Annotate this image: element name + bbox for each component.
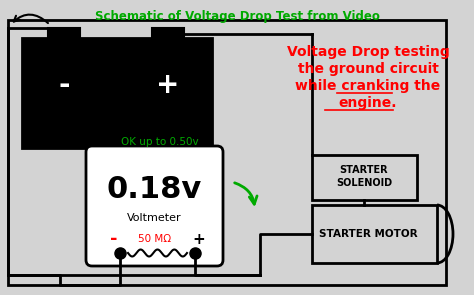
Text: engine.: engine. [339,96,397,110]
Text: -: - [110,230,118,248]
FancyBboxPatch shape [86,146,223,266]
Text: Schematic of Voltage Drop Test from Video: Schematic of Voltage Drop Test from Vide… [94,10,380,23]
Text: +: + [192,232,205,247]
Text: -: - [58,71,70,99]
Text: the ground circuit: the ground circuit [298,62,438,76]
Text: STARTER: STARTER [340,165,388,175]
Bar [312,155,417,200]
Bar [312,205,437,263]
Text: 0.18v: 0.18v [107,176,202,204]
Bar [8,20,446,285]
Text: Voltmeter: Voltmeter [127,213,182,223]
Text: 50 MΩ: 50 MΩ [138,234,171,244]
Bar [152,28,184,40]
Bar [48,28,80,40]
Text: OK up to 0.50v: OK up to 0.50v [121,137,198,147]
Text: SOLENOID: SOLENOID [336,178,392,188]
Text: STARTER MOTOR: STARTER MOTOR [319,229,417,239]
Text: Voltage Drop testing: Voltage Drop testing [287,45,449,59]
Bar [22,38,212,148]
Text: +: + [156,71,180,99]
Text: while cranking the: while cranking the [295,79,441,93]
